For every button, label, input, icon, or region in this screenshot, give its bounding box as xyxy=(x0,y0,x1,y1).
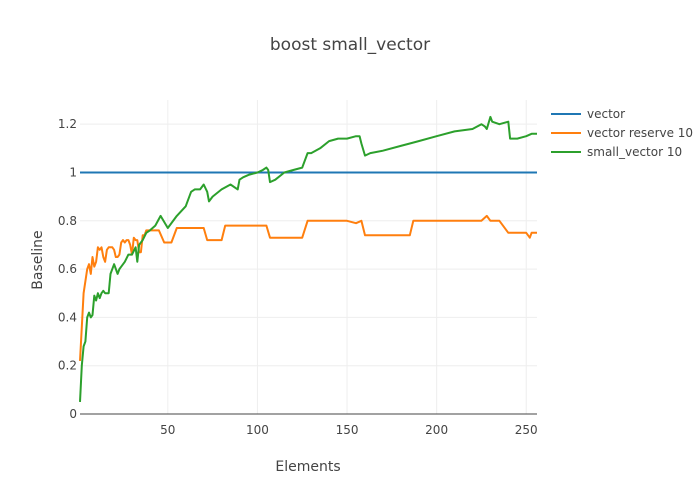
x-gridlines xyxy=(167,100,527,414)
legend-label: vector xyxy=(587,107,625,121)
series-line-vector-reserve-10 xyxy=(79,214,537,361)
x-tick-labels: 50 100 150 200 250 xyxy=(160,423,538,437)
y-tick-label: 0.8 xyxy=(58,214,77,228)
y-tick-label: 1.2 xyxy=(58,117,77,131)
series-layer xyxy=(79,115,537,402)
x-tick-label: 250 xyxy=(515,423,538,437)
y-tick-labels: 0 0.2 0.4 0.6 0.8 1 1.2 xyxy=(58,117,77,421)
y-tick-label: 0.6 xyxy=(58,262,77,276)
legend-label: small_vector 10 xyxy=(587,145,682,159)
y-tick-label: 0 xyxy=(69,407,77,421)
x-tick-label: 150 xyxy=(336,423,359,437)
y-tick-label: 1 xyxy=(69,165,77,179)
x-tick-label: 200 xyxy=(425,423,448,437)
legend-label: vector reserve 10 xyxy=(587,126,693,140)
x-axis-title: Elements xyxy=(275,459,340,475)
y-tick-label: 0.2 xyxy=(58,359,77,373)
x-tick-label: 50 xyxy=(160,423,175,437)
y-tick-label: 0.4 xyxy=(58,310,77,324)
series-line-small-vector-10 xyxy=(79,115,537,402)
legend: vector vector reserve 10 small_vector 10 xyxy=(551,107,693,159)
y-gridlines xyxy=(80,123,537,367)
chart-title: boost small_vector xyxy=(270,35,430,55)
x-tick-label: 100 xyxy=(246,423,269,437)
y-axis-title: Baseline xyxy=(30,230,46,289)
